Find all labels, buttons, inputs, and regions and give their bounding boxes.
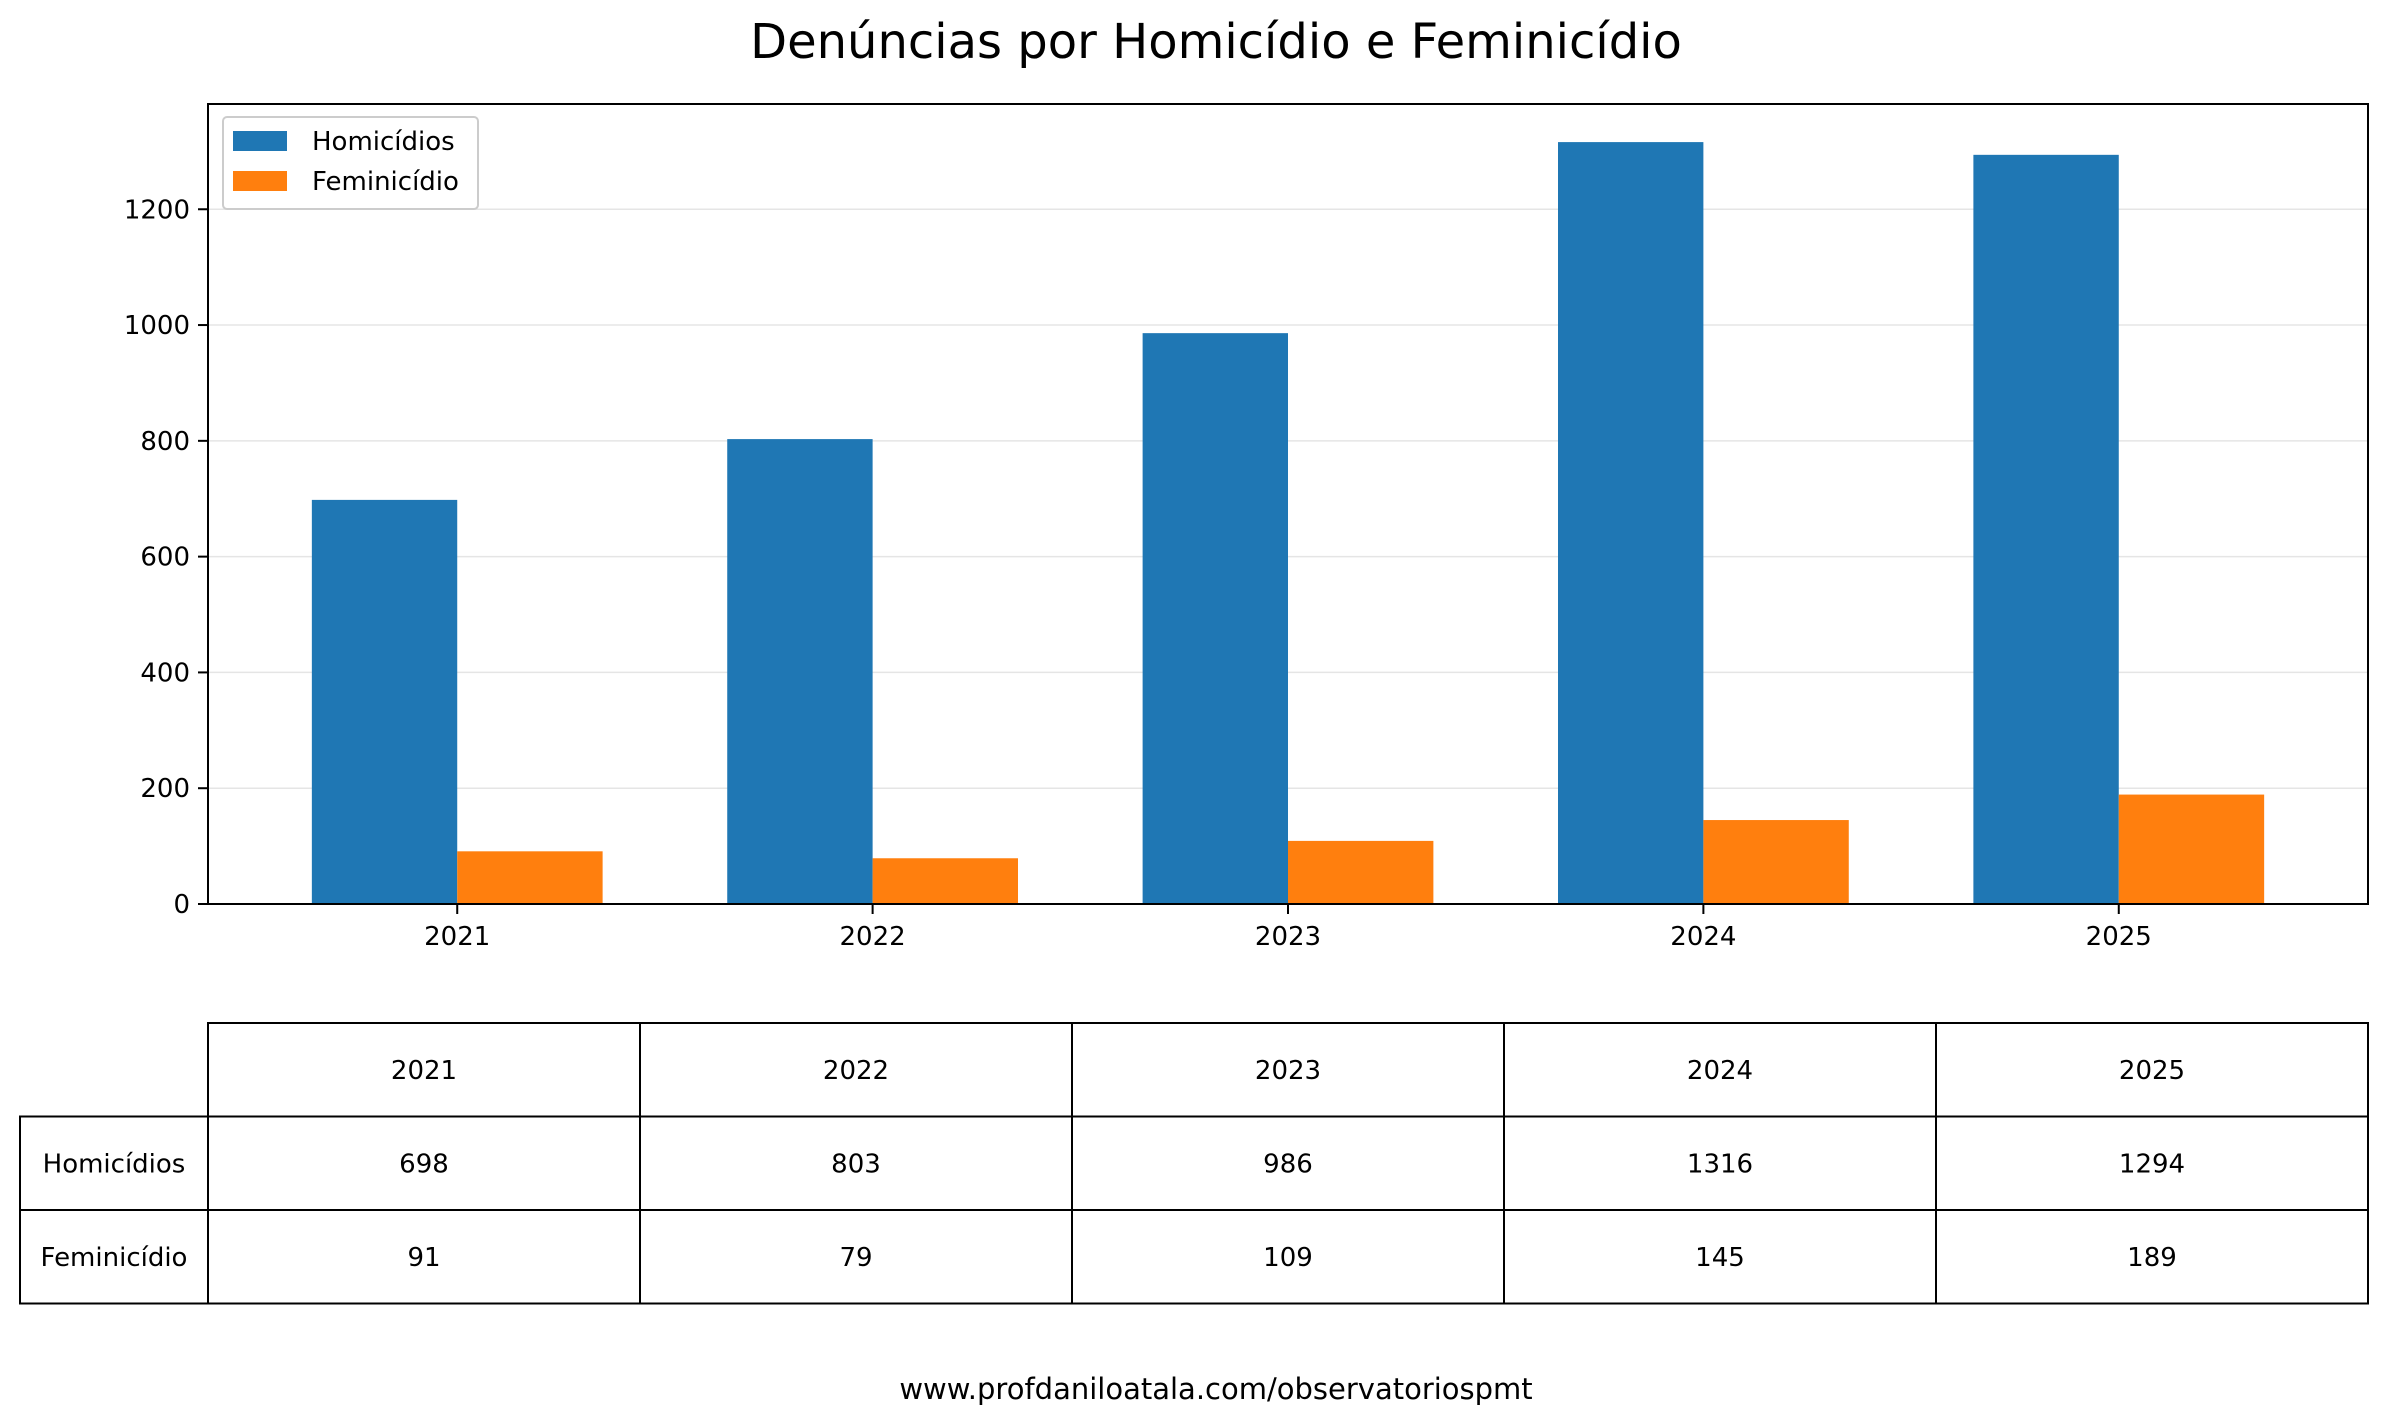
table-row-label-cell (19, 1115, 209, 1211)
table-cell-value: 79 (839, 1243, 872, 1273)
bar-homic-dios-2021 (311, 499, 458, 904)
bar-homic-dios-2022 (727, 439, 873, 904)
data-table: 2021 2022 2023 2024 2025 Homicídios 698 803 986 1… (19, 1022, 2369, 1305)
table-column-header: 2021 (391, 1056, 457, 1086)
bars (311, 142, 2265, 905)
table-header-cell (639, 1022, 1073, 1118)
table-row-label: Feminicídio (41, 1243, 188, 1273)
table-cell-value: 189 (2127, 1243, 2177, 1273)
table-column-header: 2023 (1255, 1056, 1321, 1086)
y-tick-label: 200 (140, 774, 190, 804)
y-tick-label: 400 (140, 658, 190, 688)
legend-label: Feminicídio (312, 167, 459, 197)
y-tick-label: 800 (140, 427, 190, 457)
legend-label: Homicídios (312, 127, 455, 157)
table-cell-value: 803 (831, 1149, 881, 1179)
bar-feminic-dio-2025 (2118, 794, 2265, 904)
bar-feminic-dio-2022 (872, 858, 1018, 904)
legend-swatch (233, 131, 287, 151)
table-header-cell (207, 1022, 641, 1118)
bar-homic-dios-2025 (1973, 154, 2119, 904)
table-column-header: 2025 (2119, 1056, 2185, 1086)
bar-homic-dios-2024 (1558, 142, 1704, 905)
table-column-header: 2022 (823, 1056, 889, 1086)
x-tick-label: 2024 (1670, 922, 1736, 952)
legend: Homicídios Feminicídio (222, 116, 479, 210)
bar-homic-dios-2023 (1142, 333, 1288, 904)
x-tick-label: 2025 (2086, 922, 2152, 952)
x-tick-label: 2023 (1255, 922, 1321, 952)
table-cell-value: 986 (1263, 1149, 1313, 1179)
table-cell-value: 91 (407, 1243, 440, 1273)
bar-feminic-dio-2021 (457, 851, 603, 904)
table-cell-value: 109 (1263, 1243, 1313, 1273)
table-cell (1071, 1115, 1505, 1211)
table-cell (1935, 1209, 2369, 1305)
bar-feminic-dio-2023 (1288, 840, 1434, 904)
table-row-label: Homicídios (43, 1149, 186, 1179)
x-tick-label: 2021 (424, 922, 490, 952)
table-column-header: 2024 (1687, 1056, 1753, 1086)
table-header-cell (1935, 1022, 2369, 1118)
bar-feminic-dio-2024 (1703, 820, 1849, 904)
table-cell-value: 145 (1695, 1243, 1745, 1273)
table-row-label-cell (19, 1209, 209, 1305)
table-cell-value: 698 (399, 1149, 449, 1179)
table-cell-value: 1294 (2119, 1149, 2185, 1179)
y-tick-label: 1000 (124, 311, 190, 341)
chart-title: Denúncias por Homicídio e Feminicídio (750, 14, 1682, 70)
table-cell-value: 1316 (1687, 1149, 1753, 1179)
footer-url: www.profdaniloatala.com/observatoriospmt (899, 1372, 1532, 1406)
table-cell (639, 1209, 1073, 1305)
axes: 0 200 400 600 800 1000 1200 2021 2022 2023 2024 202… (124, 195, 2152, 952)
table-cell (1935, 1115, 2369, 1211)
x-tick-label: 2022 (840, 922, 906, 952)
y-tick-label: 0 (173, 890, 190, 920)
legend-swatch (233, 171, 287, 191)
y-tick-label: 1200 (124, 195, 190, 225)
y-tick-label: 600 (140, 543, 190, 573)
table-cell (1503, 1209, 1937, 1305)
table-cell (1071, 1209, 1505, 1305)
